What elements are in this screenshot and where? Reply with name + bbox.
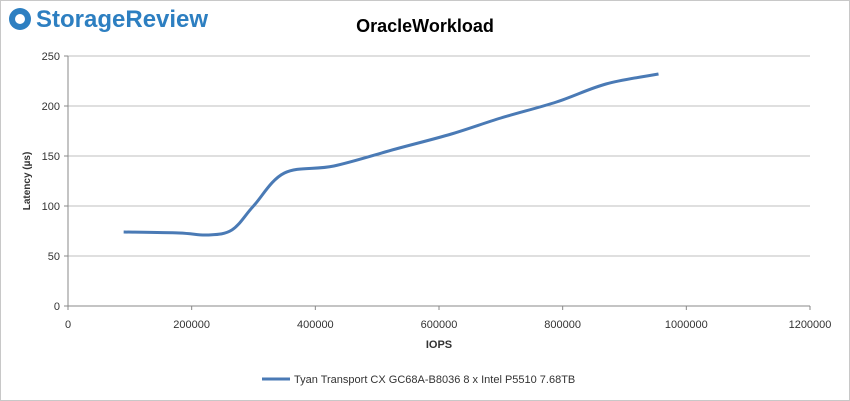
logo-icon-hole — [15, 14, 25, 24]
x-tick-label: 1000000 — [665, 319, 708, 331]
x-tick-label: 600000 — [421, 319, 458, 331]
y-tick-label: 0 — [54, 301, 60, 313]
x-tick-label: 200000 — [173, 319, 210, 331]
x-tick-label: 0 — [65, 319, 71, 331]
legend-label: Tyan Transport CX GC68A-B8036 8 x Intel … — [294, 374, 575, 386]
y-tick-label: 50 — [48, 251, 60, 263]
logo: StorageReview — [9, 6, 208, 33]
series-line — [123, 72, 659, 237]
y-tick-label: 200 — [42, 101, 60, 113]
y-tick-label: 150 — [42, 151, 60, 163]
y-axis-label: Latency (µs) — [22, 152, 33, 211]
y-tick-label: 250 — [42, 51, 60, 63]
y-tick-label: 100 — [42, 201, 60, 213]
x-tick-label: 400000 — [297, 319, 334, 331]
x-tick-label: 1200000 — [789, 319, 832, 331]
x-axis-label: IOPS — [426, 339, 452, 351]
x-tick-label: 800000 — [544, 319, 581, 331]
logo-text: StorageReview — [36, 6, 208, 33]
chart-title: OracleWorkload — [356, 16, 494, 36]
